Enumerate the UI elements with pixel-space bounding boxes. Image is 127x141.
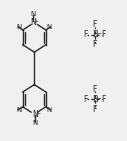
Text: +: + <box>35 111 41 116</box>
Text: F: F <box>102 95 106 104</box>
Text: B: B <box>92 30 98 39</box>
Text: −: − <box>96 95 101 100</box>
Text: +: + <box>33 19 39 24</box>
Text: N: N <box>17 107 22 113</box>
Text: N: N <box>31 11 36 17</box>
Text: F: F <box>83 95 88 104</box>
Text: F: F <box>92 85 97 94</box>
Text: F: F <box>92 105 97 114</box>
Text: N: N <box>33 120 38 126</box>
Text: N: N <box>32 110 38 119</box>
Text: −: − <box>96 30 101 35</box>
Text: B: B <box>92 95 98 104</box>
Text: F: F <box>92 40 97 49</box>
Text: N: N <box>30 18 36 27</box>
Text: N: N <box>47 24 52 30</box>
Text: F: F <box>92 20 97 29</box>
Text: N: N <box>17 24 22 30</box>
Text: F: F <box>83 30 88 39</box>
Text: N: N <box>47 107 52 113</box>
Text: F: F <box>102 30 106 39</box>
